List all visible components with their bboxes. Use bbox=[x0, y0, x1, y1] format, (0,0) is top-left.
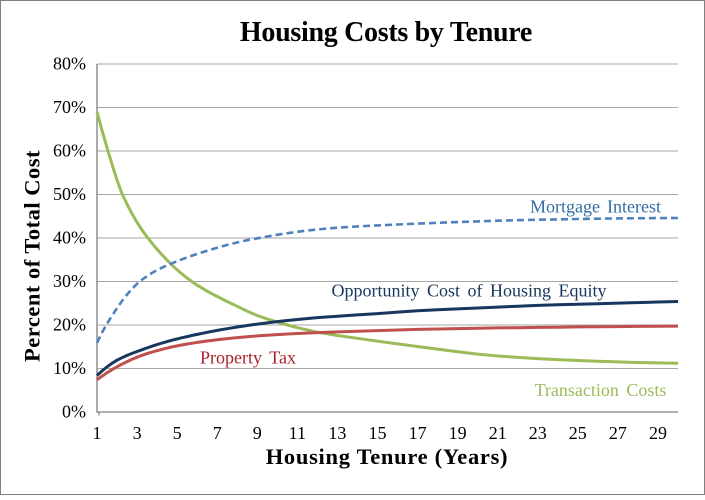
svg-text:Percent of Total Cost: Percent of Total Cost bbox=[20, 150, 45, 362]
svg-text:50%: 50% bbox=[53, 184, 86, 204]
svg-text:60%: 60% bbox=[53, 141, 86, 161]
svg-text:3: 3 bbox=[133, 423, 142, 443]
svg-text:80%: 80% bbox=[53, 54, 86, 74]
svg-text:21: 21 bbox=[489, 423, 507, 443]
svg-text:10%: 10% bbox=[53, 358, 86, 378]
svg-text:30%: 30% bbox=[53, 271, 86, 291]
svg-text:23: 23 bbox=[529, 423, 547, 443]
svg-text:Housing Tenure (Years): Housing Tenure (Years) bbox=[266, 444, 509, 469]
svg-text:27: 27 bbox=[609, 423, 627, 443]
svg-text:Mortgage Interest: Mortgage Interest bbox=[530, 197, 661, 217]
svg-text:70%: 70% bbox=[53, 97, 86, 117]
svg-text:7: 7 bbox=[213, 423, 222, 443]
svg-text:1: 1 bbox=[93, 423, 102, 443]
svg-text:20%: 20% bbox=[53, 315, 86, 335]
svg-text:Opportunity Cost of Housing Eq: Opportunity Cost of Housing Equity bbox=[331, 281, 606, 301]
svg-text:17: 17 bbox=[409, 423, 427, 443]
svg-text:40%: 40% bbox=[53, 228, 86, 248]
svg-text:15: 15 bbox=[369, 423, 387, 443]
svg-text:19: 19 bbox=[449, 423, 467, 443]
svg-text:Housing Costs by Tenure: Housing Costs by Tenure bbox=[240, 17, 532, 48]
svg-text:Property Tax: Property Tax bbox=[200, 348, 296, 368]
svg-text:25: 25 bbox=[569, 423, 587, 443]
svg-text:11: 11 bbox=[289, 423, 306, 443]
svg-text:29: 29 bbox=[649, 423, 667, 443]
svg-text:13: 13 bbox=[328, 423, 346, 443]
svg-text:9: 9 bbox=[253, 423, 262, 443]
svg-text:5: 5 bbox=[173, 423, 182, 443]
svg-text:Transaction Costs: Transaction Costs bbox=[535, 380, 667, 400]
svg-text:0%: 0% bbox=[62, 402, 86, 422]
